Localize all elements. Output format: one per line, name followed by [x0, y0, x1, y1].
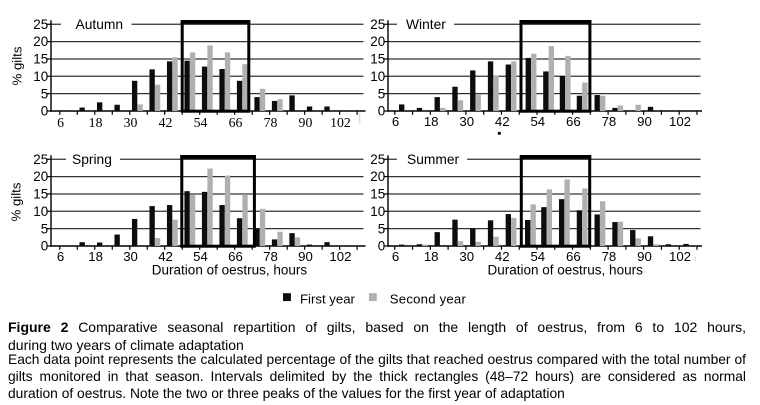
- svg-text:78: 78: [264, 115, 278, 130]
- svg-text:Winter: Winter: [406, 17, 446, 32]
- svg-text:10: 10: [33, 69, 48, 84]
- svg-text:6: 6: [57, 115, 64, 130]
- svg-text:102: 102: [669, 249, 691, 264]
- svg-text:18: 18: [89, 115, 103, 130]
- svg-text:5: 5: [378, 86, 385, 101]
- svg-text:15: 15: [33, 52, 48, 67]
- svg-text:42: 42: [158, 249, 173, 264]
- svg-text:0: 0: [41, 104, 48, 119]
- svg-text:25: 25: [33, 17, 48, 32]
- svg-text:30: 30: [124, 115, 138, 130]
- svg-text:% gilts: % gilts: [9, 182, 24, 221]
- svg-text:90: 90: [298, 249, 313, 264]
- svg-text:54: 54: [530, 114, 545, 129]
- svg-text:42: 42: [495, 249, 510, 264]
- svg-text:Summer: Summer: [407, 152, 460, 167]
- svg-text:25: 25: [370, 17, 385, 32]
- svg-text:102: 102: [329, 249, 351, 264]
- svg-text:Autumn: Autumn: [76, 17, 124, 32]
- svg-text:20: 20: [370, 169, 385, 184]
- svg-text:6: 6: [57, 249, 64, 264]
- svg-text:42: 42: [159, 115, 173, 130]
- svg-text:42: 42: [495, 114, 510, 129]
- svg-text:78: 78: [263, 249, 278, 264]
- svg-text:18: 18: [424, 114, 439, 129]
- svg-text:66: 66: [566, 114, 581, 129]
- svg-text:90: 90: [637, 114, 652, 129]
- svg-text:25: 25: [370, 152, 385, 167]
- svg-text:90: 90: [299, 115, 313, 130]
- svg-text:Spring: Spring: [72, 152, 112, 167]
- svg-text:66: 66: [228, 249, 243, 264]
- svg-text:78: 78: [602, 114, 617, 129]
- svg-text:30: 30: [459, 114, 474, 129]
- svg-text:54: 54: [194, 115, 208, 130]
- svg-text:15: 15: [370, 187, 385, 202]
- svg-text:20: 20: [370, 34, 385, 49]
- svg-text:90: 90: [637, 249, 652, 264]
- svg-text:0: 0: [378, 104, 385, 119]
- svg-text:54: 54: [193, 249, 208, 264]
- svg-text:30: 30: [123, 249, 138, 264]
- svg-text:54: 54: [530, 249, 545, 264]
- svg-text:15: 15: [370, 52, 385, 67]
- svg-text:20: 20: [33, 34, 48, 49]
- svg-text:18: 18: [424, 249, 439, 264]
- svg-text:5: 5: [41, 86, 48, 101]
- svg-text:15: 15: [33, 187, 48, 202]
- svg-text:5: 5: [378, 221, 385, 236]
- svg-text:0: 0: [378, 239, 385, 254]
- svg-text:Duration of oestrus, hours: Duration of oestrus, hours: [488, 263, 644, 278]
- svg-text:% gilts: % gilts: [10, 46, 25, 85]
- svg-text:10: 10: [33, 204, 48, 219]
- svg-text:66: 66: [566, 249, 581, 264]
- svg-text:66: 66: [229, 115, 243, 130]
- svg-text:78: 78: [602, 249, 617, 264]
- svg-text:102: 102: [330, 115, 351, 130]
- svg-text:Second year: Second year: [390, 292, 467, 307]
- svg-text:0: 0: [41, 239, 48, 254]
- svg-text:5: 5: [41, 221, 48, 236]
- svg-text:6: 6: [392, 114, 399, 129]
- svg-text:10: 10: [370, 69, 385, 84]
- svg-text:First year: First year: [300, 292, 356, 307]
- svg-text:Duration of oestrus, hours: Duration of oestrus, hours: [152, 263, 308, 278]
- svg-text:18: 18: [88, 249, 103, 264]
- svg-text:20: 20: [33, 169, 48, 184]
- svg-text:102: 102: [669, 114, 691, 129]
- svg-text:10: 10: [370, 204, 385, 219]
- svg-text:25: 25: [33, 152, 48, 167]
- svg-text:30: 30: [459, 249, 474, 264]
- svg-text:6: 6: [392, 249, 399, 264]
